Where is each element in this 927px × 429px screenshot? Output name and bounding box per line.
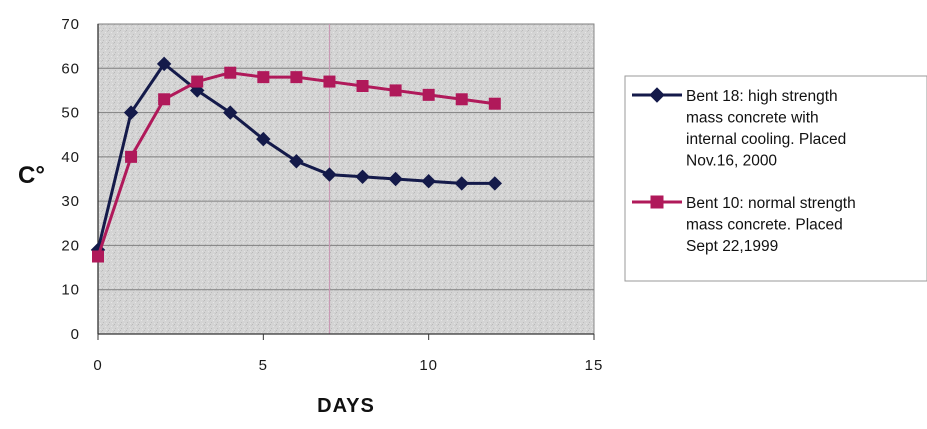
y-tick-labels: 0 10 20 30 40 50 60 70 bbox=[61, 16, 80, 343]
series-layer bbox=[90, 56, 503, 263]
x-tick-label-5: 5 bbox=[259, 357, 268, 374]
series-0-point-4 bbox=[223, 105, 238, 120]
x-axis-title: DAYS bbox=[317, 395, 375, 417]
series-0-point-8 bbox=[355, 169, 370, 184]
y-tick-label-40: 40 bbox=[61, 149, 80, 166]
x-tick-label-15: 15 bbox=[585, 357, 604, 374]
series-0-point-5 bbox=[256, 131, 271, 147]
legend-label-1-line-0: Bent 10: normal strength bbox=[686, 195, 856, 212]
series-1-point-2 bbox=[158, 93, 171, 106]
series-0-point-7 bbox=[322, 167, 337, 182]
series-1-point-4 bbox=[224, 66, 237, 79]
series-1-point-9 bbox=[389, 84, 402, 97]
series-0-point-6 bbox=[289, 154, 304, 169]
x-tick-label-0: 0 bbox=[93, 357, 102, 374]
legend-marker-0 bbox=[649, 87, 665, 103]
legend-marker-1 bbox=[650, 195, 664, 209]
series-1-point-12 bbox=[488, 97, 501, 110]
series-0-point-1 bbox=[123, 105, 139, 120]
legend-label-1-line-2: Sept 22,1999 bbox=[686, 238, 778, 255]
y-axis-title: C° bbox=[18, 162, 45, 189]
series-0-point-10 bbox=[421, 174, 436, 189]
series-0-point-9 bbox=[388, 171, 403, 187]
series-1-point-11 bbox=[455, 93, 468, 106]
y-tick-label-60: 60 bbox=[61, 60, 80, 77]
series-1-point-7 bbox=[323, 75, 336, 88]
y-tick-label-30: 30 bbox=[61, 193, 80, 210]
y-tick-label-50: 50 bbox=[61, 105, 80, 122]
series-0-point-2 bbox=[156, 56, 172, 72]
series-1-point-6 bbox=[290, 71, 303, 84]
legend-label-0-line-3: Nov.16, 2000 bbox=[686, 153, 777, 170]
legend-label-1-line-1: mass concrete. Placed bbox=[686, 217, 843, 234]
legend-box bbox=[624, 75, 927, 282]
x-tick-labels: 0 5 10 15 bbox=[93, 334, 604, 374]
legend-label-0-line-2: internal cooling. Placed bbox=[686, 131, 846, 148]
series-1-point-5 bbox=[257, 71, 270, 84]
series-0-point-11 bbox=[454, 176, 469, 191]
legend: Bent 18: high strength mass concrete with… bbox=[632, 87, 856, 255]
series-0-point-12 bbox=[487, 176, 503, 191]
y-tick-label-20: 20 bbox=[61, 237, 80, 254]
series-1-point-1 bbox=[125, 150, 138, 163]
legend-label-0-line-1: mass concrete with bbox=[686, 110, 819, 127]
series-1-point-0 bbox=[92, 250, 104, 263]
y-tick-label-0: 0 bbox=[71, 326, 80, 343]
series-1-point-8 bbox=[356, 80, 369, 92]
series-1-point-3 bbox=[191, 75, 204, 88]
y-tick-label-70: 70 bbox=[61, 16, 80, 33]
series-1-point-10 bbox=[422, 88, 435, 101]
legend-label-0-line-0: Bent 18: high strength bbox=[686, 88, 838, 105]
y-tick-label-10: 10 bbox=[61, 282, 80, 299]
gridlines bbox=[98, 23, 594, 291]
x-tick-label-10: 10 bbox=[419, 357, 438, 374]
